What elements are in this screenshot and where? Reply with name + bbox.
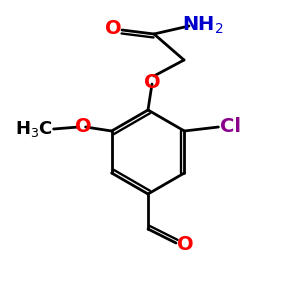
Text: O: O [75, 116, 92, 136]
Text: Cl: Cl [220, 116, 241, 136]
Text: NH$_2$: NH$_2$ [182, 14, 224, 36]
Text: O: O [177, 235, 193, 254]
Text: H$_3$C: H$_3$C [15, 119, 52, 139]
Text: O: O [144, 74, 160, 92]
Text: O: O [105, 20, 121, 38]
